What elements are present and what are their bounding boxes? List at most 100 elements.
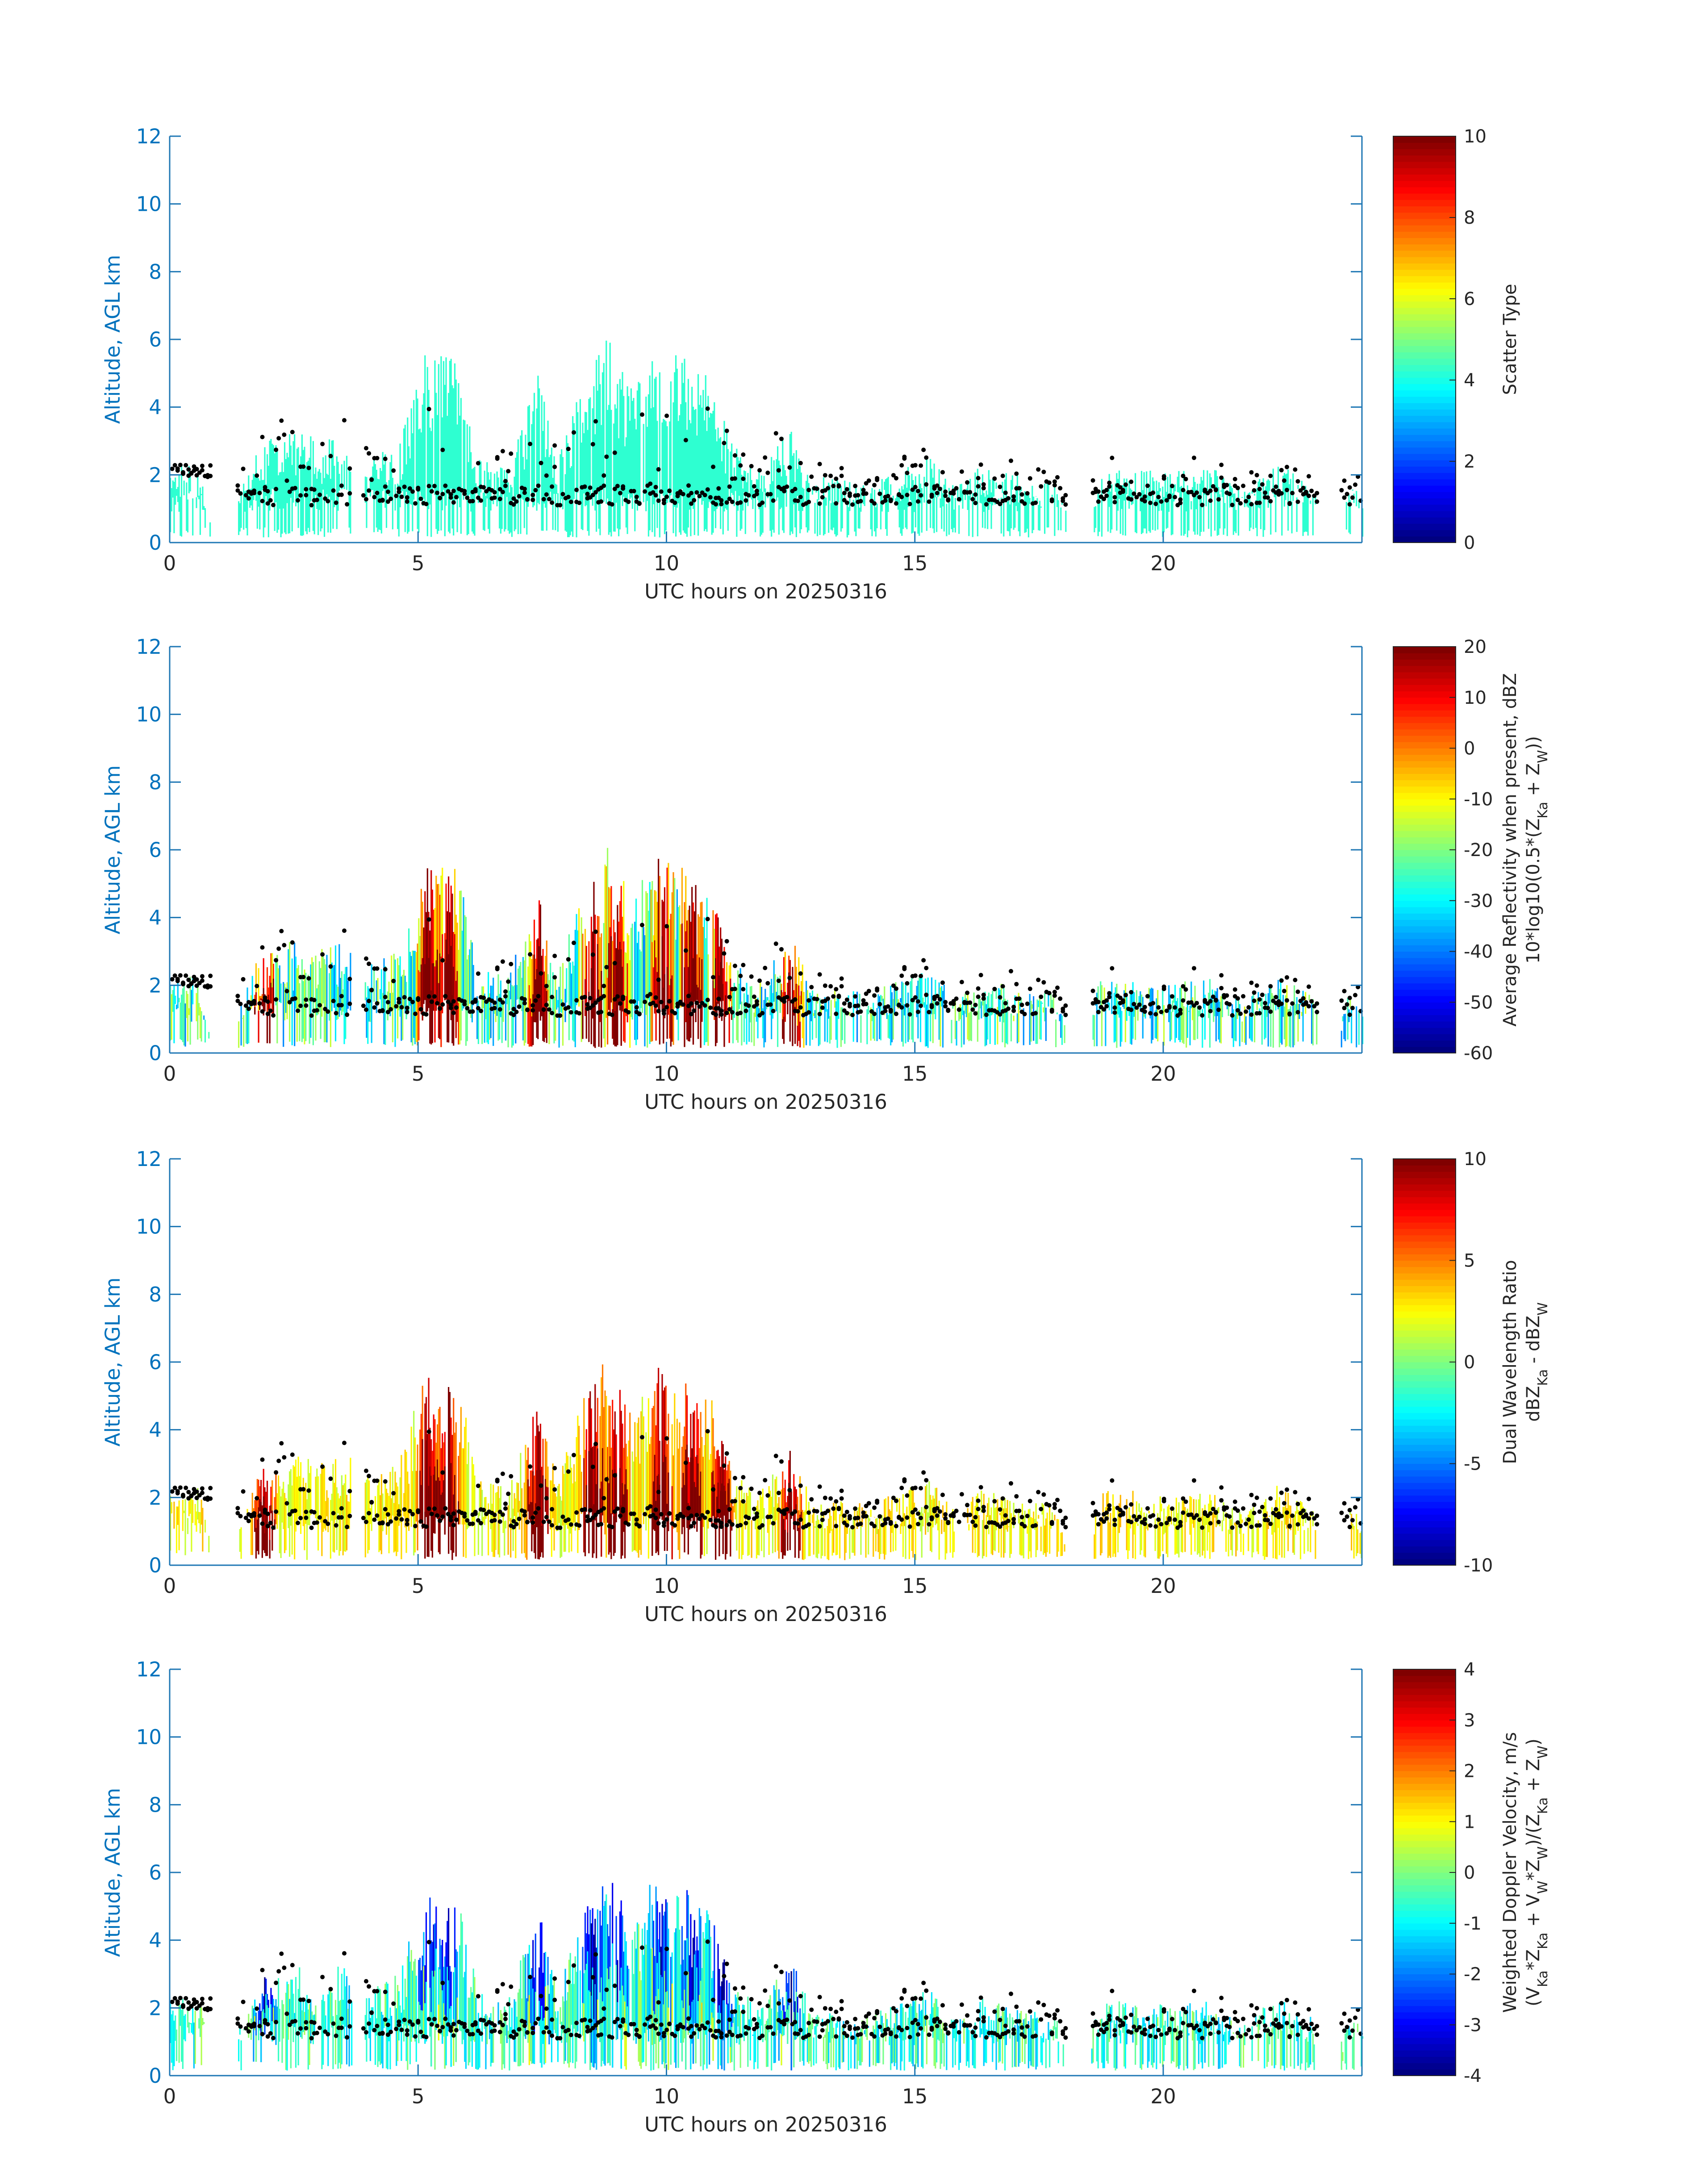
colorbar-swatch xyxy=(1393,653,1456,660)
colorbar-swatch xyxy=(1393,1040,1456,1047)
cloud-base-marker xyxy=(530,1520,535,1525)
echo-column xyxy=(848,507,849,535)
cloud-base-marker xyxy=(347,1513,352,1518)
cloud-base-marker xyxy=(194,473,199,478)
cloud-base-marker xyxy=(919,1516,923,1521)
echo-column xyxy=(183,2016,185,2040)
echo-column xyxy=(781,476,782,508)
cloud-base-marker xyxy=(541,1519,546,1524)
echo-column xyxy=(250,2018,252,2040)
echo-column xyxy=(438,884,439,1038)
echo-column xyxy=(323,1467,326,1529)
cloud-base-marker xyxy=(1052,479,1057,484)
echo-column xyxy=(610,409,612,537)
echo-column xyxy=(496,1492,498,1512)
cloud-base-marker xyxy=(689,1001,694,1006)
cloud-base-marker xyxy=(1232,987,1237,992)
echo-column xyxy=(562,457,564,510)
echo-column xyxy=(1133,1522,1135,1535)
cloud-base-marker xyxy=(937,486,942,491)
echo-column xyxy=(347,1501,349,1528)
echo-column xyxy=(1192,1517,1194,1524)
cloud-base-marker xyxy=(397,1000,401,1005)
echo-column xyxy=(269,1505,271,1559)
echo-column xyxy=(499,994,501,1040)
echo-core xyxy=(782,1019,784,1039)
echo-core xyxy=(624,1011,626,1043)
cloud-base-marker xyxy=(631,1511,636,1516)
echo-column xyxy=(172,480,174,498)
echo-column xyxy=(327,1994,329,2066)
cloud-base-marker xyxy=(383,1479,388,1484)
echo-column xyxy=(499,1498,501,1558)
echo-column xyxy=(962,491,964,509)
colorbar-swatch xyxy=(1393,1298,1456,1305)
echo-core xyxy=(266,1012,268,1044)
echo-core xyxy=(582,1000,584,1039)
echo-column xyxy=(767,1514,768,1533)
cloud-base-marker xyxy=(968,1000,973,1005)
cloud-base-marker xyxy=(924,1478,929,1483)
cloud-base-marker xyxy=(172,1485,177,1490)
cloud-base-marker xyxy=(1315,1010,1320,1015)
echo-core xyxy=(686,996,688,1040)
echo-column xyxy=(242,1018,243,1019)
echo-column xyxy=(717,427,719,507)
echo-column xyxy=(385,482,388,528)
echo-column xyxy=(1301,1012,1303,1016)
cloud-base-marker xyxy=(1230,1525,1235,1530)
echo-column xyxy=(890,1511,892,1552)
colorbar-swatch xyxy=(1393,811,1456,819)
x-tick-label: 0 xyxy=(163,1062,176,1086)
echo-core xyxy=(625,1469,627,1524)
cloud-base-marker xyxy=(1181,1496,1186,1501)
cloud-base-marker xyxy=(935,483,940,488)
cloud-base-marker xyxy=(397,1509,401,1514)
echo-core xyxy=(537,1506,539,1559)
echo-column xyxy=(422,405,423,506)
cloud-base-marker xyxy=(771,1521,776,1525)
cloud-base-marker xyxy=(200,1491,205,1495)
echo-column xyxy=(315,956,317,1041)
echo-column xyxy=(1043,1007,1044,1013)
echo-column xyxy=(1295,1004,1296,1015)
echo-column xyxy=(203,1015,205,1020)
echo-column xyxy=(910,1487,911,1517)
echo-column xyxy=(177,1506,179,1525)
cloud-base-marker xyxy=(1260,482,1265,487)
echo-column xyxy=(593,386,595,492)
cloud-base-marker xyxy=(200,974,205,979)
colorbar-swatch xyxy=(1393,250,1456,257)
echo-column xyxy=(283,2004,284,2039)
cloud-base-marker xyxy=(1047,480,1052,485)
echo-column xyxy=(841,494,843,529)
echo-column xyxy=(930,1003,931,1041)
echo-column xyxy=(382,1493,384,1531)
cloud-base-marker xyxy=(435,1001,440,1006)
echo-column xyxy=(187,499,189,533)
echo-column xyxy=(1359,1533,1361,1554)
colorbar-swatch xyxy=(1393,1021,1456,1028)
cloud-base-marker xyxy=(1090,988,1095,993)
cloud-base-marker xyxy=(1244,1521,1249,1526)
echo-column xyxy=(760,1495,761,1525)
echo-column xyxy=(405,1452,407,1553)
echo-column xyxy=(522,457,524,500)
echo-column xyxy=(620,1411,622,1559)
colorbar-swatch xyxy=(1393,301,1456,308)
cloud-base-marker xyxy=(689,501,694,506)
echo-core xyxy=(450,946,452,1020)
echo-column xyxy=(325,964,326,1042)
echo-column xyxy=(1203,470,1205,532)
echo-column xyxy=(184,1499,186,1555)
echo-column xyxy=(495,1001,497,1022)
echo-column xyxy=(619,379,621,530)
echo-column xyxy=(674,372,676,507)
cloud-base-marker xyxy=(394,1516,399,1521)
cloud-base-marker xyxy=(544,492,549,497)
echo-column xyxy=(578,1425,580,1530)
echo-column xyxy=(1219,1522,1221,1526)
echo-column xyxy=(471,942,473,1023)
echo-column xyxy=(1127,1521,1129,1559)
echo-column xyxy=(240,2040,242,2071)
